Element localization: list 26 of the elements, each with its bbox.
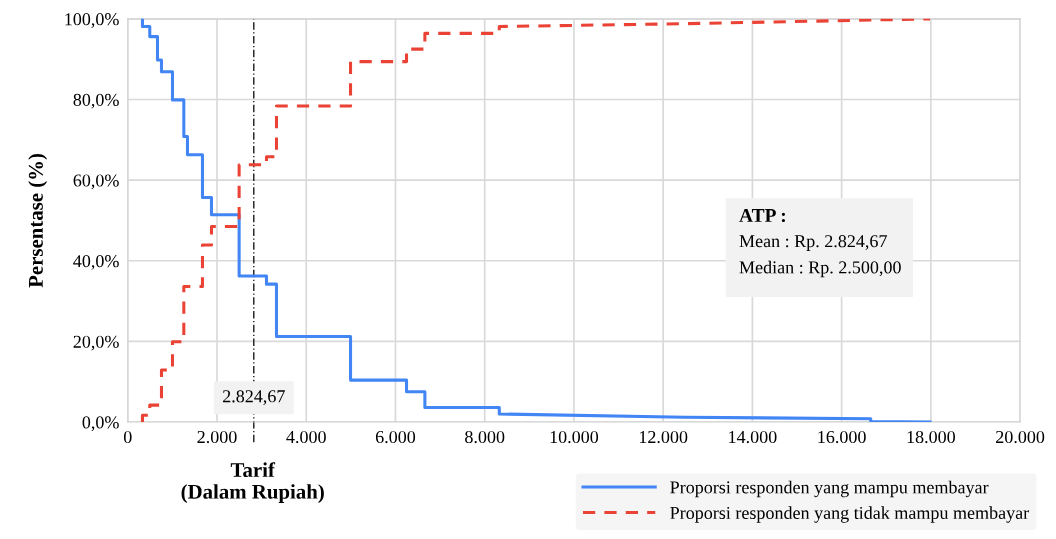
y-tick-label: 100,0% bbox=[65, 13, 119, 28]
x-axis-title: Tarif (Dalam Rupiah) bbox=[181, 462, 324, 504]
x-tick-label: 0 bbox=[123, 430, 132, 444]
y-tick-label: 60,0% bbox=[73, 174, 119, 190]
x-tick-label: 14.000 bbox=[729, 430, 777, 444]
x-tick-label: 4.000 bbox=[286, 430, 326, 444]
x-tick-label: 20.000 bbox=[996, 430, 1045, 444]
y-tick-label: 0,0% bbox=[82, 416, 119, 432]
y-tick-label: 40,0% bbox=[73, 255, 119, 270]
x-tick-label: 6.000 bbox=[375, 430, 416, 444]
x-tick-label: 16.000 bbox=[818, 430, 866, 444]
y-tick-label: 20,0% bbox=[73, 335, 119, 351]
legend-label: Proporsi responden yang mampu membayar bbox=[670, 480, 989, 498]
annotation: Mean : Rp. 2.824,67 bbox=[739, 235, 887, 251]
x-tick-label: 8.000 bbox=[465, 430, 505, 444]
x-tick-label: 12.000 bbox=[639, 430, 688, 444]
x-tick-label: 2.000 bbox=[197, 430, 237, 444]
legend-label: Proporsi responden yang tidak mampu membayar bbox=[670, 506, 1030, 523]
y-tick-label: 80,0% bbox=[73, 93, 119, 109]
x-tick-label: 18.000 bbox=[907, 430, 955, 444]
line-series bbox=[140, 18, 932, 423]
ref-line-label: 2.824,67 bbox=[223, 390, 285, 405]
y-axis-title: Persentase (%) bbox=[28, 153, 48, 288]
x-tick-label: 10.000 bbox=[550, 430, 599, 444]
annotation: ATP : bbox=[739, 209, 785, 223]
annotation: Median : Rp. 2.500,00 bbox=[739, 260, 901, 278]
